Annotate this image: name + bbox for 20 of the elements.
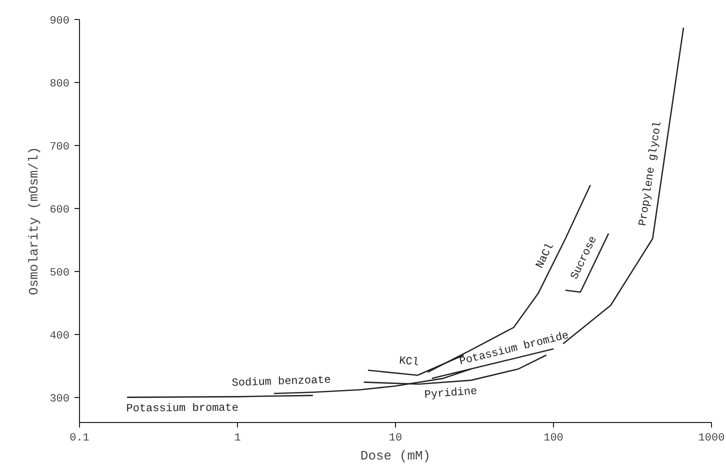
x-tick-label: 1000 <box>698 432 725 444</box>
x-tick-label: 10 <box>388 432 402 444</box>
y-tick-label: 600 <box>50 204 70 216</box>
text: NaCl <box>534 242 557 271</box>
series-label: Pyridine <box>424 386 478 402</box>
x-axis-title: Dose (mM) <box>360 448 431 464</box>
series-label: Sodium benzoate <box>232 374 332 390</box>
y-tick-label: 400 <box>50 330 70 342</box>
x-tick-label: 0.1 <box>70 432 90 444</box>
y-tick-label: 900 <box>50 16 70 28</box>
y-tick-label: 700 <box>50 141 70 154</box>
text: Propylene glycol <box>637 120 665 227</box>
series-label: Potassium bromate <box>126 402 238 416</box>
y-tick-label: 500 <box>50 267 70 280</box>
x-tick-label: 100 <box>544 432 564 444</box>
y-tick-label: 800 <box>50 78 70 90</box>
text: KCl <box>398 355 420 370</box>
y-axis-title: Osmolarity (mOsm/l) <box>26 146 42 296</box>
y-tick-label: 300 <box>50 393 70 406</box>
x-tick-label: 1 <box>234 432 242 444</box>
